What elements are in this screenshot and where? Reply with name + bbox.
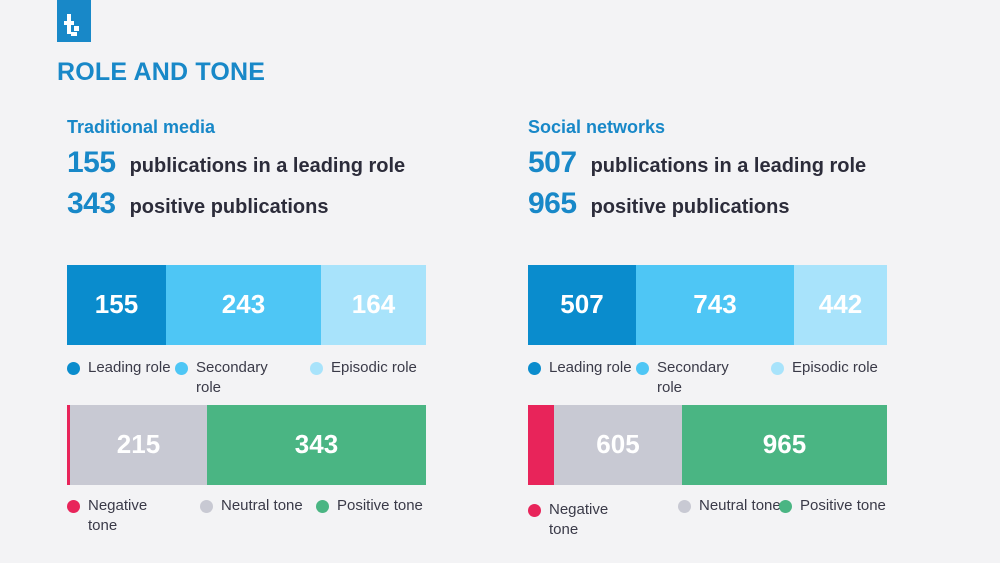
segment-value-label: 965 <box>762 429 807 459</box>
legend-item-secondary: Secondary role <box>636 358 747 398</box>
tone-bar: 4215343 <box>67 405 426 485</box>
legend-dot-icon <box>678 500 691 513</box>
legend-label: Neutral tone <box>221 497 303 514</box>
panel-traditional-media: Traditional media 155 publications in a … <box>67 0 487 563</box>
segment-secondary <box>166 265 321 345</box>
stat-positive: 343 positive publications <box>67 187 328 221</box>
legend-dot-icon <box>636 362 649 375</box>
legend-item-neutral: Neutral tone <box>200 496 311 516</box>
legend-dot-icon <box>316 500 329 513</box>
stat-value: 155 <box>67 146 116 179</box>
stat-positive: 965 positive publications <box>528 187 789 221</box>
role-legend: Leading role Secondary role Episodic rol… <box>528 358 908 408</box>
segment-value-label: 215 <box>116 429 161 459</box>
legend-dot-icon <box>67 362 80 375</box>
legend-item-negative: Negative tone <box>67 496 178 536</box>
panel-subtitle: Social networks <box>528 117 666 137</box>
role-legend: Leading role Secondary role Episodic rol… <box>67 358 447 408</box>
segment-neutral <box>554 405 682 485</box>
legend-label: Secondary role <box>196 359 268 396</box>
legend-item-leading: Leading role <box>528 358 639 378</box>
page-title: ROLE AND TONE <box>57 58 266 86</box>
legend-item-episodic: Episodic role <box>771 358 902 378</box>
tone-legend: Negative tone Neutral tone Positive tone <box>528 496 908 546</box>
legend-label: Negative tone <box>549 501 609 538</box>
legend-item-neutral: Neutral tone <box>678 496 789 516</box>
segment-value-label: 164 <box>351 289 396 319</box>
legend-dot-icon <box>67 500 80 513</box>
legend-item-leading: Leading role <box>67 358 178 378</box>
legend-dot-icon <box>771 362 784 375</box>
segment-value-label: 743 <box>693 289 737 319</box>
stat-leading: 155 publications in a leading role <box>67 146 405 180</box>
tone-bar: 122605965 <box>528 405 887 485</box>
legend-label: Episodic role <box>331 359 417 376</box>
segment-leading <box>67 265 166 345</box>
brand-logo <box>57 0 91 42</box>
stat-value: 965 <box>528 187 577 220</box>
segment-leading <box>528 265 636 345</box>
stat-text: publications in a leading role <box>129 155 406 177</box>
legend-label: Leading role <box>549 359 632 376</box>
segment-positive <box>207 405 426 485</box>
legend-dot-icon <box>310 362 323 375</box>
panel-social-networks: Social networks 507 publications in a le… <box>528 0 948 563</box>
segment-secondary <box>636 265 794 345</box>
stat-text: publications in a leading role <box>590 155 867 177</box>
segment-negative <box>528 405 554 485</box>
role-bar: 507 743 442 <box>528 265 887 345</box>
tone-legend: Negative tone Neutral tone Positive tone <box>67 496 447 546</box>
segment-value-label: 243 <box>221 289 266 319</box>
segment-episodic <box>321 265 426 345</box>
legend-dot-icon <box>528 504 541 517</box>
legend-item-positive: Positive tone <box>779 496 890 516</box>
legend-dot-icon <box>200 500 213 513</box>
legend-label: Positive tone <box>800 497 886 514</box>
legend-item-positive: Positive tone <box>316 496 427 516</box>
legend-item-episodic: Episodic role <box>310 358 441 378</box>
legend-label: Secondary role <box>657 359 729 396</box>
legend-label: Neutral tone <box>699 497 781 514</box>
legend-item-secondary: Secondary role <box>175 358 286 398</box>
legend-label: Positive tone <box>337 497 423 514</box>
legend-dot-icon <box>528 362 541 375</box>
legend-label: Negative tone <box>88 497 148 534</box>
role-bar: 155 243 164 <box>67 265 426 345</box>
panel-subtitle: Traditional media <box>67 117 216 137</box>
stat-value: 507 <box>528 146 577 179</box>
segment-positive <box>682 405 887 485</box>
segment-value-label: 442 <box>818 289 863 319</box>
segment-value-label: 605 <box>596 429 640 459</box>
segment-episodic <box>794 265 887 345</box>
segment-neutral <box>70 405 207 485</box>
legend-label: Episodic role <box>792 359 878 376</box>
segment-value-label: 343 <box>294 429 339 459</box>
stat-text: positive publications <box>590 196 790 218</box>
segment-negative <box>67 405 70 485</box>
stat-leading: 507 publications in a leading role <box>528 146 866 180</box>
stat-text: positive publications <box>129 196 329 218</box>
logo-mark-icon <box>64 14 79 36</box>
legend-dot-icon <box>175 362 188 375</box>
legend-item-negative: Negative tone <box>528 500 639 540</box>
segment-value-label: 507 <box>560 289 604 319</box>
legend-label: Leading role <box>88 359 171 376</box>
segment-value-label: 155 <box>94 289 139 319</box>
stat-value: 343 <box>67 187 116 220</box>
legend-dot-icon <box>779 500 792 513</box>
